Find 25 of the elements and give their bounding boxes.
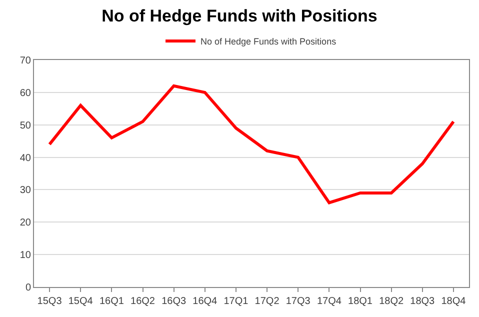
x-tick-label: 18Q4 xyxy=(441,296,466,307)
x-tick-label: 17Q1 xyxy=(224,296,249,307)
x-tick-label: 17Q4 xyxy=(316,296,342,307)
x-tick-label: 16Q3 xyxy=(162,296,186,307)
x-tick-label: 18Q2 xyxy=(379,296,404,307)
x-tick-label: 17Q3 xyxy=(286,296,311,307)
x-tick-label: 15Q4 xyxy=(68,296,94,307)
x-tick-label: 16Q4 xyxy=(192,296,218,307)
x-tick-label: 15Q3 xyxy=(37,296,62,307)
x-tick-label: 16Q2 xyxy=(130,296,156,307)
chart-title: No of Hedge Funds with Positions xyxy=(102,6,378,26)
y-tick-label: 60 xyxy=(20,88,32,99)
line-series xyxy=(48,84,455,204)
y-tick-label: 70 xyxy=(20,56,32,66)
y-tick-label: 40 xyxy=(20,152,32,164)
y-tick-label: 50 xyxy=(20,120,32,132)
y-tick-label: 20 xyxy=(20,218,32,229)
y-tick-label: 10 xyxy=(20,250,32,262)
x-tick-label: 18Q1 xyxy=(348,296,373,307)
y-tick-label: 0 xyxy=(25,282,32,294)
legend-label: No of Hedge Funds with Positions xyxy=(200,36,337,46)
x-tick-label: 16Q1 xyxy=(99,296,124,307)
x-tick-label: 17Q2 xyxy=(254,296,280,307)
y-tick-label: 30 xyxy=(20,185,32,196)
x-tick-label: 18Q3 xyxy=(410,296,436,307)
